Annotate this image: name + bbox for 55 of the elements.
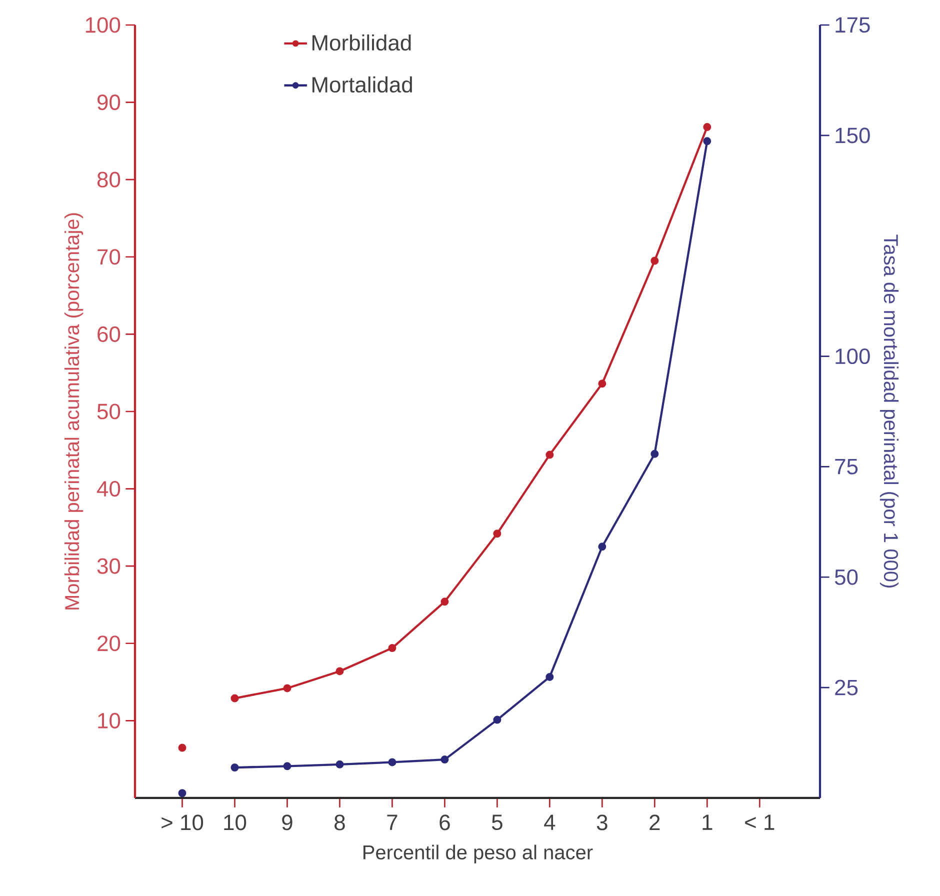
- y2-tick-label: 50: [834, 569, 858, 585]
- point: [336, 667, 344, 676]
- point: [650, 450, 659, 458]
- legend-label: Mortalidad: [312, 76, 412, 93]
- x-axis-title: Percentil de peso al nacer: [364, 844, 593, 864]
- x-tick-label: 3: [596, 814, 608, 830]
- x-tick-label: > 10: [162, 814, 204, 830]
- x-tick-label: 10: [224, 814, 246, 830]
- x-tick-label: 4: [544, 814, 556, 830]
- y-tick-label: 60: [98, 326, 120, 342]
- point: [388, 758, 396, 766]
- y-axis-title: Morbilidad perinatal acumulativa (porcentaje): [64, 213, 84, 610]
- x-tick-label: 1: [702, 814, 712, 830]
- point: [283, 762, 292, 770]
- y2-axis-title: Tasa de mortalidad perinatal (por 1 000): [880, 234, 899, 588]
- y-tick-label: 90: [98, 94, 120, 110]
- point: [230, 694, 239, 702]
- point: [178, 789, 186, 798]
- y2-tick-label: 175: [836, 17, 870, 33]
- y-tick-label: 20: [98, 636, 120, 652]
- y-tick-label: 40: [96, 480, 120, 497]
- x-tick-label: 6: [440, 814, 450, 830]
- point: [440, 598, 449, 606]
- point: [598, 542, 606, 551]
- x-tick-label: 2: [650, 814, 660, 830]
- point: [598, 380, 606, 388]
- x-tick-label: 9: [282, 814, 292, 830]
- point: [546, 672, 554, 681]
- point: [388, 644, 396, 652]
- point: [283, 684, 292, 692]
- point: [650, 256, 659, 265]
- y2-tick-label: 100: [836, 348, 870, 364]
- point: [178, 744, 186, 752]
- legend-label: Morbilidad: [312, 34, 411, 51]
- point: [230, 764, 239, 772]
- y-tick-label: 70: [98, 249, 120, 265]
- y-tick-label: 30: [97, 558, 120, 574]
- point: [546, 450, 554, 459]
- y2-tick-label: 75: [835, 459, 858, 474]
- point: [440, 756, 449, 764]
- y-tick-label: 80: [97, 172, 120, 188]
- y2-tick-label: 25: [835, 680, 858, 696]
- x-tick-label: 7: [387, 814, 398, 830]
- point: [493, 716, 502, 724]
- x-tick-label: < 1: [745, 814, 774, 830]
- point: [336, 760, 344, 768]
- x-tick-label: 5: [492, 814, 502, 830]
- point: [703, 123, 712, 132]
- point: [493, 530, 502, 538]
- y-tick-label: 100: [86, 17, 120, 33]
- y-tick-label: 10: [98, 712, 120, 728]
- x-tick-label: 8: [334, 814, 345, 830]
- y2-tick-label: 150: [836, 128, 870, 144]
- point: [703, 137, 712, 146]
- y-tick-label: 50: [97, 404, 120, 420]
